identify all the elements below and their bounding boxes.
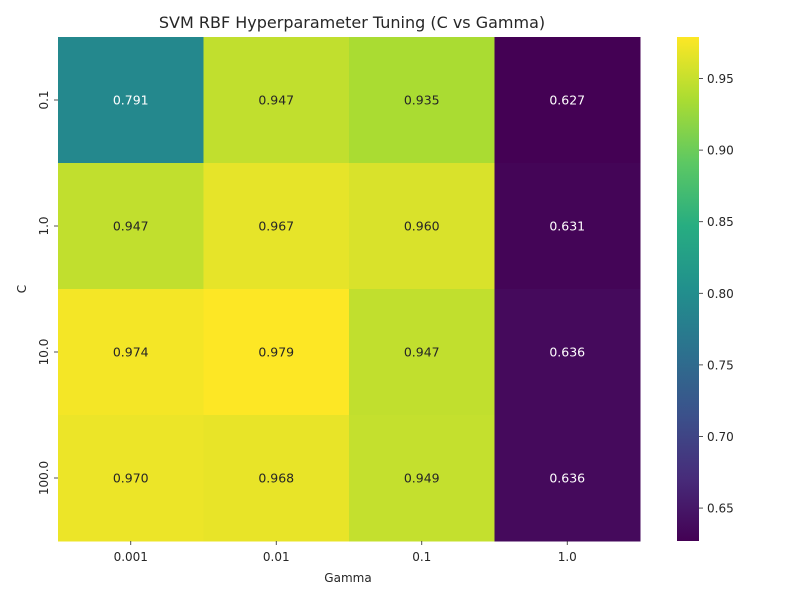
heatmap-cell [494,289,641,416]
colorbar-tick-label: 0.80 [707,287,734,301]
colorbar-tick-label: 0.75 [707,358,734,372]
cell-value-label: 0.631 [549,219,585,234]
colorbar-tick-label: 0.70 [707,430,734,444]
x-tick-label: 0.1 [412,550,431,564]
colorbar-tick-label: 0.85 [707,215,734,229]
heatmap-cell [494,163,641,290]
cell-value-label: 0.974 [113,345,149,360]
y-axis-ticks: 0.1 1.0 10.0 100.0 [37,90,58,495]
cell-value-label: 0.970 [113,471,149,486]
cell-value-label: 0.979 [258,345,294,360]
heatmap-cell [494,37,641,164]
cell-value-label: 0.949 [404,471,440,486]
y-tick-label: 1.0 [37,216,51,235]
colorbar-tick-label: 0.90 [707,144,734,158]
heatmap-cell [203,289,350,416]
heatmap-cell-labels: 0.791 0.947 0.935 0.627 0.947 0.967 0.960 0.631… [113,93,585,486]
x-axis-ticks: 0.001 0.01 0.1 1.0 [114,541,577,564]
cell-value-label: 0.968 [258,471,294,486]
x-tick-label: 1.0 [558,550,577,564]
heatmap-cell [58,37,204,164]
heatmap-cell [58,289,204,416]
heatmap-cell [349,289,495,416]
heatmap-cell [349,415,495,542]
heatmap-cell [203,415,350,542]
heatmap-cell [349,163,495,290]
y-tick-label: 10.0 [37,339,51,366]
cell-value-label: 0.947 [113,219,149,234]
y-tick-label: 0.1 [37,90,51,109]
cell-value-label: 0.947 [404,345,440,360]
y-axis-label: C [15,285,29,293]
cell-value-label: 0.627 [549,93,585,108]
heatmap-cell [58,163,204,290]
x-tick-label: 0.01 [263,550,290,564]
cell-value-label: 0.947 [258,93,294,108]
cell-value-label: 0.791 [113,93,149,108]
x-axis-label: Gamma [324,571,371,585]
heatmap-cell [203,163,350,290]
heatmap-cell [349,37,495,164]
heatmap-cell [203,37,350,164]
colorbar-tick-label: 0.65 [707,502,734,516]
y-tick-label: 100.0 [37,461,51,495]
colorbar-tick-label: 0.95 [707,72,734,86]
cell-value-label: 0.636 [549,471,585,486]
chart-title: SVM RBF Hyperparameter Tuning (C vs Gamm… [159,13,545,32]
cell-value-label: 0.960 [404,219,440,234]
cell-value-label: 0.967 [258,219,294,234]
colorbar-ticks: 0.65 0.70 0.75 0.80 0.85 0.90 0.95 [699,72,734,516]
cell-value-label: 0.636 [549,345,585,360]
heatmap-cell [494,415,641,542]
heatmap-cell [58,415,204,542]
x-tick-label: 0.001 [114,550,148,564]
colorbar [677,37,699,541]
heatmap-cells [58,37,641,542]
cell-value-label: 0.935 [404,93,440,108]
